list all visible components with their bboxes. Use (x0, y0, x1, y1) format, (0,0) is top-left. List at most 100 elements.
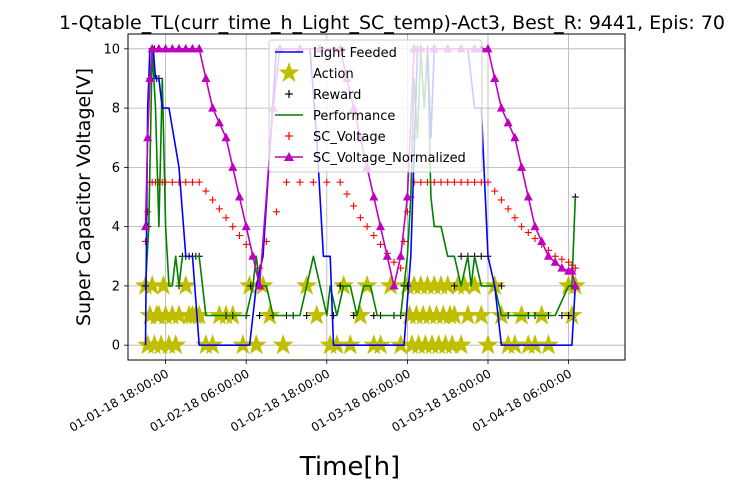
plus-marker (235, 232, 243, 240)
triangle-marker (503, 117, 513, 127)
triangle-marker (523, 192, 533, 201)
plus-marker (450, 178, 458, 186)
triangle-marker (214, 117, 224, 127)
plus-marker (497, 282, 505, 290)
plus-marker (491, 187, 499, 195)
y-tick-label: 2 (112, 279, 120, 294)
triangle-marker (181, 43, 191, 53)
plus-marker (464, 178, 472, 186)
triangle-marker (483, 43, 493, 53)
triangle-marker (396, 251, 406, 260)
triangle-marker (550, 257, 560, 266)
plus-marker (343, 190, 351, 198)
triangle-marker (543, 251, 553, 260)
triangle-marker (145, 73, 155, 82)
plus-marker (350, 312, 358, 320)
plus-marker (242, 240, 250, 248)
triangle-marker (255, 280, 265, 290)
plus-marker (477, 252, 485, 260)
plus-marker (370, 232, 378, 240)
y-tick-label: 10 (103, 42, 120, 57)
y-tick-label: 0 (112, 339, 120, 354)
plus-marker (484, 178, 492, 186)
triangle-marker (174, 43, 184, 53)
y-tick-label: 4 (112, 220, 120, 235)
plus-marker (323, 178, 331, 186)
triangle-marker (382, 251, 392, 260)
triangle-marker (154, 43, 164, 53)
plus-marker (377, 240, 385, 248)
plus-marker (330, 312, 338, 320)
triangle-marker (567, 266, 577, 275)
plus-marker (504, 205, 512, 213)
triangle-marker (376, 221, 386, 231)
triangle-marker (496, 103, 506, 112)
plus-marker (565, 258, 573, 266)
plus-marker (565, 312, 573, 320)
plus-marker (457, 252, 465, 260)
plus-marker (188, 178, 196, 186)
plot-frame (127, 33, 626, 361)
legend-label-sc-normalized: SC_Voltage_Normalized (313, 151, 466, 166)
legend-label-performance: Performance (313, 109, 395, 124)
triangle-marker (389, 280, 399, 290)
plus-marker (511, 214, 519, 222)
series-line (144, 47, 577, 317)
plus-marker (256, 312, 264, 320)
triangle-marker (228, 162, 238, 171)
legend-label-sc-voltage: SC_Voltage (313, 130, 386, 145)
plus-marker (209, 196, 217, 204)
plus-marker (437, 178, 445, 186)
triangle-marker (147, 43, 157, 53)
plus-marker (444, 178, 452, 186)
plus-marker (518, 223, 526, 231)
plus-marker (403, 282, 411, 290)
triangle-marker (234, 192, 244, 201)
triangle-marker (161, 43, 171, 53)
y-tick-label: 8 (112, 102, 120, 117)
triangle-marker (517, 162, 527, 171)
plus-marker (558, 255, 566, 263)
plus-marker (162, 178, 170, 186)
plus-marker (182, 178, 190, 186)
legend-label-light: Light Feeded (313, 46, 397, 61)
legend-label-action: Action (313, 67, 354, 82)
plus-marker (417, 178, 425, 186)
triangle-marker (143, 132, 153, 142)
plus-marker (283, 178, 291, 186)
plus-marker (222, 214, 230, 222)
plus-marker (336, 178, 344, 186)
triangle-marker (201, 73, 211, 82)
legend-triangle-sc-normalized (284, 152, 294, 161)
triangle-marker (208, 103, 218, 112)
plus-marker (524, 229, 532, 237)
chart-title: 1-Qtable_TL(curr_time_h_Light_SC_temp)-A… (59, 12, 725, 34)
plus-marker (531, 234, 539, 242)
triangle-marker (530, 221, 540, 231)
plus-marker (450, 282, 458, 290)
legend-plus-sc-voltage (285, 132, 293, 140)
plus-marker (370, 312, 378, 320)
triangle-marker (248, 251, 258, 260)
triangle-marker (570, 280, 580, 290)
x-axis-label: Time[h] (299, 452, 400, 482)
plus-marker (229, 223, 237, 231)
legend-frame (268, 39, 483, 173)
plus-marker (175, 178, 183, 186)
triangle-marker (537, 236, 547, 245)
triangle-marker (402, 192, 412, 201)
plus-marker (471, 178, 479, 186)
triangle-marker (490, 73, 500, 82)
y-axis-label: Super Capacitor Voltage[V] (73, 68, 95, 326)
plus-marker (356, 214, 364, 222)
plus-marker (363, 223, 371, 231)
plus-marker (457, 178, 465, 186)
plus-marker (558, 312, 566, 320)
plus-marker (350, 202, 358, 210)
plus-marker (430, 178, 438, 186)
triangle-marker (194, 43, 204, 53)
triangle-marker (510, 132, 520, 142)
plus-marker (477, 178, 485, 186)
plus-marker (168, 178, 176, 186)
